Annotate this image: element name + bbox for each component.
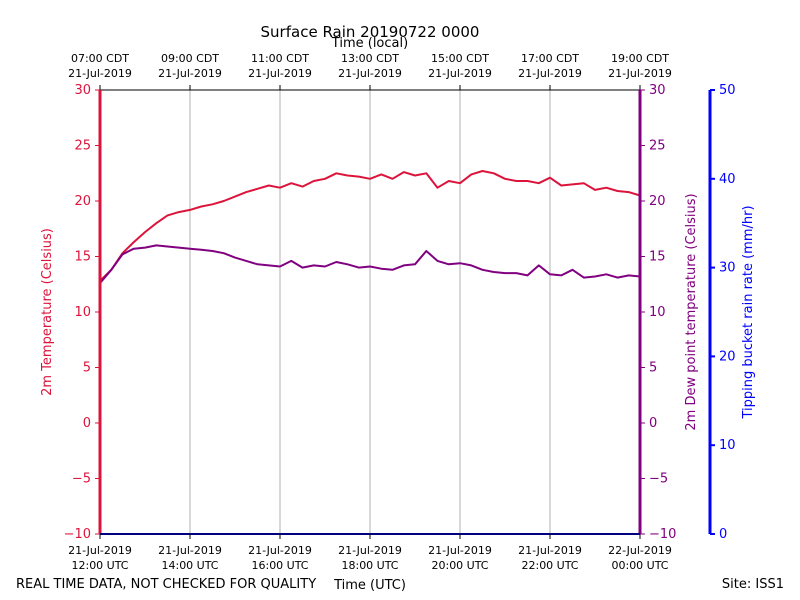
rain-y-tick-label: 40 [719, 172, 736, 187]
rain-y-tick-label: 30 [719, 261, 736, 276]
dewpoint-series-line [99, 244, 641, 284]
right-y-tick-label: 25 [649, 139, 666, 154]
right-y-tick-label: 30 [649, 83, 666, 98]
x-tick-date-label: 21-Jul-2019 [338, 544, 402, 557]
top-tick-date-label: 21-Jul-2019 [248, 67, 312, 80]
right-y-tick-label: 15 [649, 250, 666, 265]
top-tick-date-label: 21-Jul-2019 [68, 67, 132, 80]
right-axis-label: 2m Dew point temperature (Celsius) [684, 193, 699, 430]
rain-y-tick-label: 50 [719, 83, 736, 98]
left-y-tick-label: 0 [83, 416, 91, 431]
series-layer [99, 170, 641, 284]
right-y-tick-label: 5 [649, 361, 657, 376]
left-axis-label: 2m Temperature (Celsius) [40, 228, 55, 396]
rain-rate-axis-label: Tipping bucket rain rate (mm/hr) [741, 205, 756, 419]
top-tick-time-label: 15:00 CDT [431, 52, 489, 65]
left-y-tick-label: 5 [83, 361, 91, 376]
x-tick-time-label: 22:00 UTC [521, 559, 578, 572]
right-y-tick-label: 10 [649, 305, 666, 320]
top-tick-time-label: 19:00 CDT [611, 52, 669, 65]
left-y-tick-label: 10 [74, 305, 91, 320]
left-y-tick-label: −5 [72, 472, 91, 487]
x-tick-date-label: 22-Jul-2019 [608, 544, 672, 557]
top-tick-time-label: 17:00 CDT [521, 52, 579, 65]
top-tick-time-label: 07:00 CDT [71, 52, 129, 65]
top-tick-date-label: 21-Jul-2019 [608, 67, 672, 80]
left-y-tick-label: 15 [74, 250, 91, 265]
top-tick-time-label: 09:00 CDT [161, 52, 219, 65]
top-tick-date-label: 21-Jul-2019 [518, 67, 582, 80]
rain-y-tick-label: 0 [719, 527, 727, 542]
x-tick-date-label: 21-Jul-2019 [158, 544, 222, 557]
rain-y-tick-label: 20 [719, 349, 736, 364]
footer-site-label: Site: ISS1 [722, 577, 784, 592]
rain-y-tick-label: 10 [719, 438, 736, 453]
top-tick-date-label: 21-Jul-2019 [158, 67, 222, 80]
left-y-tick-label: 25 [74, 139, 91, 154]
right-y-tick-label: −10 [649, 527, 676, 542]
left-y-tick-label: −10 [64, 527, 91, 542]
axes-layer: 21-Jul-2019 12:00 UTC 21-Jul-2019 14:00 UTC… [64, 52, 736, 572]
left-y-tick-label: 20 [74, 194, 91, 209]
x-tick-date-label: 21-Jul-2019 [68, 544, 132, 557]
footer-quality-note: REAL TIME DATA, NOT CHECKED FOR QUALITY [16, 577, 316, 592]
top-tick-time-label: 11:00 CDT [251, 52, 309, 65]
x-tick-date-label: 21-Jul-2019 [518, 544, 582, 557]
temperature-series-line [99, 170, 641, 282]
x-tick-time-label: 16:00 UTC [251, 559, 308, 572]
right-y-tick-label: 0 [649, 416, 657, 431]
top-tick-date-label: 21-Jul-2019 [338, 67, 402, 80]
top-tick-date-label: 21-Jul-2019 [428, 67, 492, 80]
x-tick-time-label: 20:00 UTC [431, 559, 488, 572]
right-y-tick-label: −5 [649, 472, 668, 487]
x-tick-time-label: 12:00 UTC [71, 559, 128, 572]
grid-lines [189, 90, 551, 534]
x-axis-label: Time (UTC) [333, 578, 406, 593]
x-tick-time-label: 00:00 UTC [611, 559, 668, 572]
x-tick-date-label: 21-Jul-2019 [248, 544, 312, 557]
x-tick-time-label: 18:00 UTC [341, 559, 398, 572]
top-tick-time-label: 13:00 CDT [341, 52, 399, 65]
right-y-tick-label: 20 [649, 194, 666, 209]
top-axis-label: Time (local) [331, 36, 408, 51]
left-y-tick-label: 30 [74, 83, 91, 98]
x-tick-date-label: 21-Jul-2019 [428, 544, 492, 557]
x-tick-time-label: 14:00 UTC [161, 559, 218, 572]
chart-title: Surface Rain 20190722 0000 [261, 23, 480, 41]
